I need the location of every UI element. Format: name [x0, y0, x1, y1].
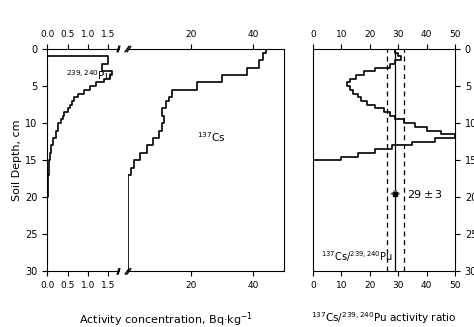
Text: $^{137}$Cs/$^{239,240}$Pu activity ratio: $^{137}$Cs/$^{239,240}$Pu activity ratio	[311, 311, 456, 326]
Text: $29\pm3$: $29\pm3$	[407, 188, 442, 199]
Y-axis label: Soil Depth, cm: Soil Depth, cm	[12, 119, 22, 201]
Text: $^{137}$Cs: $^{137}$Cs	[197, 130, 225, 145]
Text: $^{137}$Cs/$^{239,240}$Pu: $^{137}$Cs/$^{239,240}$Pu	[321, 249, 393, 264]
Text: $^{239,240}$Pu: $^{239,240}$Pu	[66, 69, 111, 82]
Text: Activity concentration, Bq·kg$^{-1}$: Activity concentration, Bq·kg$^{-1}$	[79, 311, 253, 327]
